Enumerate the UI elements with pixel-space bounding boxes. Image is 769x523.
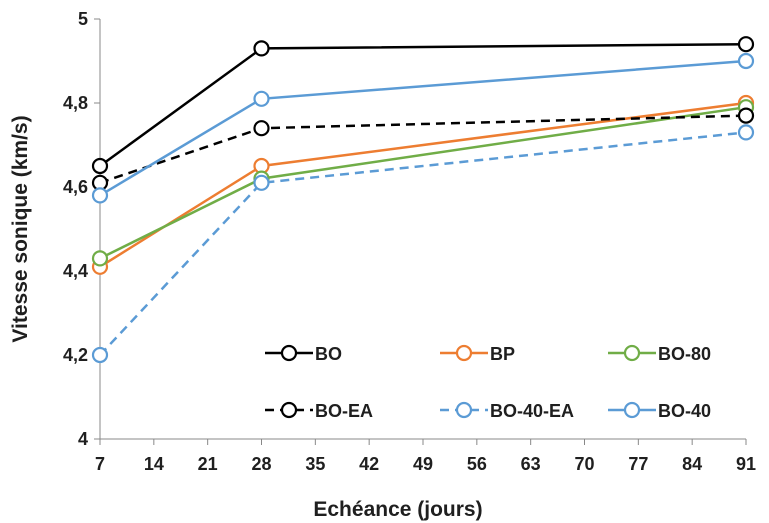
legend-item-bo-40-ea: BO-40-EA	[440, 401, 574, 421]
series-bo-40-ea	[91, 124, 755, 364]
y-tick-label: 5	[78, 9, 88, 29]
data-point	[737, 52, 755, 70]
series-line	[99, 114, 747, 184]
legend-swatch-marker	[280, 344, 298, 362]
legend-item-bo: BO	[265, 344, 342, 364]
data-point	[91, 250, 109, 267]
legend-item-bo-ea: BO-EA	[265, 401, 373, 421]
data-point	[737, 36, 755, 53]
series-line	[99, 59, 747, 197]
y-tick-label: 4,8	[63, 93, 88, 113]
x-tick-label: 56	[467, 454, 487, 474]
data-point	[253, 174, 270, 191]
x-tick-label: 63	[521, 454, 541, 474]
x-tick-label: 28	[251, 454, 271, 474]
legend-swatch-marker	[280, 401, 298, 419]
x-tick-label: 42	[359, 454, 379, 474]
legend-label: BO-40	[658, 401, 711, 421]
legend-item-bo-40: BO-40	[608, 401, 711, 421]
series-bo	[91, 36, 755, 175]
legend-label: BP	[490, 344, 515, 364]
legend-swatch-marker	[455, 344, 473, 362]
data-point	[91, 346, 109, 364]
data-point	[253, 120, 270, 137]
legend-swatch-marker	[623, 344, 641, 362]
x-tick-label: 84	[682, 454, 702, 474]
axes	[99, 19, 746, 440]
y-axis-title: Vitesse sonique (km/s)	[9, 115, 32, 342]
y-tick-label: 4,6	[63, 177, 88, 197]
x-tick-label: 70	[574, 454, 594, 474]
x-axis-title: Echéance (jours)	[313, 498, 482, 521]
data-point	[91, 157, 109, 175]
data-point	[253, 90, 270, 107]
series-line	[99, 42, 747, 168]
legend-item-bp: BP	[440, 344, 515, 364]
series-line	[99, 105, 747, 260]
series-bo-ea	[91, 107, 755, 191]
x-tick-label: 35	[305, 454, 325, 474]
legend-swatch-marker	[623, 401, 641, 419]
y-axis-ticks: 4 4,2 4,4 4,6 4,8 5	[63, 9, 100, 449]
x-tick-label: 91	[736, 454, 756, 474]
series-layer	[91, 36, 755, 364]
legend-label: BO-EA	[315, 401, 373, 421]
data-point	[737, 124, 755, 141]
y-tick-label: 4,4	[63, 261, 88, 281]
legend: BO BP BO-80 BO-EA BO-40-EA BO-40	[265, 344, 711, 421]
legend-swatch-marker	[455, 401, 473, 419]
y-tick-label: 4	[78, 429, 88, 449]
x-tick-label: 7	[95, 454, 105, 474]
legend-label: BO-80	[658, 344, 711, 364]
series-line	[99, 101, 747, 268]
series-bo-40	[91, 52, 755, 204]
legend-label: BO	[315, 344, 342, 364]
series-bp	[91, 94, 755, 275]
legend-item-bo-80: BO-80	[608, 344, 711, 364]
legend-label: BO-40-EA	[490, 401, 574, 421]
x-tick-label: 49	[413, 454, 433, 474]
series-line	[99, 131, 747, 356]
data-point	[253, 40, 270, 57]
data-point	[91, 187, 109, 204]
y-tick-label: 4,2	[63, 345, 88, 365]
x-tick-label: 21	[198, 454, 218, 474]
x-tick-label: 14	[144, 454, 164, 474]
x-axis-ticks: 7 14 21 28 35 42 49 56 63 70 77 84 91	[95, 439, 756, 474]
data-point	[737, 107, 755, 124]
x-tick-label: 77	[628, 454, 648, 474]
